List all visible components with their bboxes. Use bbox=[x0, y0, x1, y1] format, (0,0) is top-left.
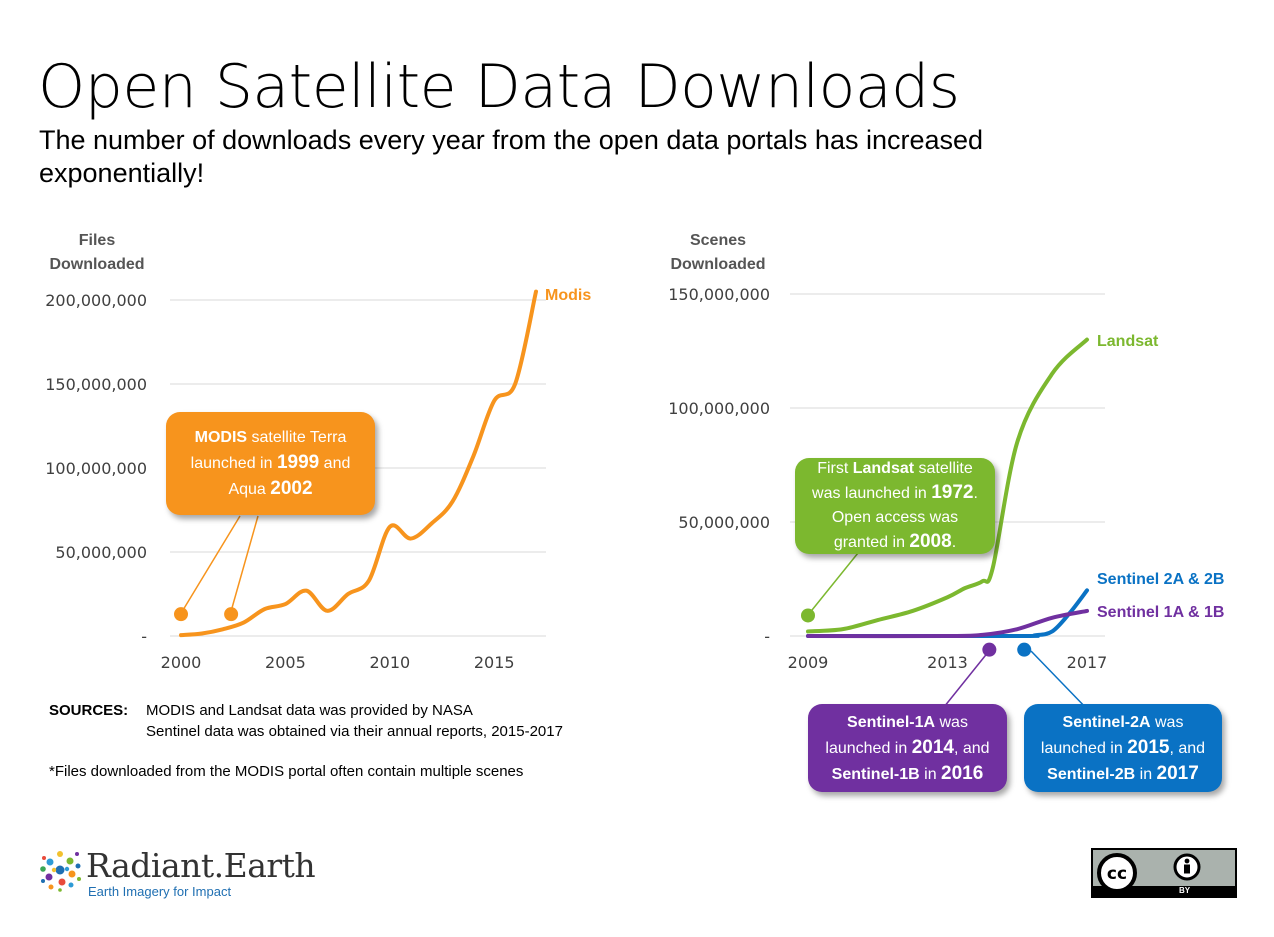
callout-sentinel2b-name: Sentinel-2B bbox=[1047, 765, 1136, 783]
callout-marker bbox=[801, 608, 815, 623]
callout-year: 1999 bbox=[276, 452, 320, 473]
callout-text: . bbox=[951, 534, 957, 551]
series-line bbox=[806, 337, 1089, 634]
callout-leader-line bbox=[807, 552, 859, 616]
sources-line: Sentinel data was obtained via their ann… bbox=[146, 723, 563, 740]
callout-text: , and bbox=[1169, 739, 1206, 757]
callout-text: and bbox=[319, 455, 351, 472]
callout-sentinel1a-name: Sentinel-1A bbox=[847, 713, 936, 731]
y-tick-label: 200,000,000 bbox=[45, 291, 147, 310]
callout-text: was launched in bbox=[812, 485, 932, 502]
callout-text: launched in bbox=[825, 739, 912, 757]
page-subtitle: The number of downloads every year from … bbox=[39, 125, 984, 188]
y-axis-label: Downloaded bbox=[670, 256, 765, 273]
y-tick-label: 50,000,000 bbox=[678, 513, 770, 532]
callout-year: 2016 bbox=[941, 762, 984, 784]
callout-year: 2008 bbox=[909, 531, 952, 552]
y-tick-label: - bbox=[141, 627, 147, 646]
callout-modis-name: MODIS bbox=[194, 429, 248, 446]
series-label: Sentinel 2A & 2B bbox=[1097, 571, 1224, 588]
sources-line: MODIS and Landsat data was provided by N… bbox=[146, 702, 473, 719]
callout-text: was bbox=[1150, 713, 1184, 731]
callout-year: 2002 bbox=[270, 478, 313, 499]
radiant-earth-logo: Radiant.Earth Earth Imagery for Impact bbox=[38, 846, 316, 906]
callout-text: launched in bbox=[1040, 739, 1128, 757]
callout-text: was bbox=[935, 713, 968, 731]
callout-leader-line bbox=[939, 650, 990, 713]
callout-marker bbox=[982, 642, 997, 657]
radiant-earth-dots-logo-icon bbox=[40, 851, 81, 892]
footnote: *Files downloaded from the MODIS portal … bbox=[49, 763, 524, 780]
y-tick-label: - bbox=[764, 627, 770, 646]
y-tick-label: 50,000,000 bbox=[55, 543, 147, 562]
x-tick-label: 2015 bbox=[474, 653, 515, 672]
callout-year: 1972 bbox=[931, 482, 974, 503]
sources-label: SOURCES: bbox=[49, 702, 129, 719]
callout-text: First bbox=[817, 460, 853, 477]
callout-year: 2017 bbox=[1156, 762, 1199, 784]
callout-text: Open access was bbox=[831, 509, 959, 526]
callout-text: satellite Terra bbox=[247, 429, 347, 446]
callout-year: 2014 bbox=[911, 736, 954, 758]
logo-name: Radiant.Earth bbox=[86, 846, 316, 885]
svg-text:cc: cc bbox=[1107, 864, 1127, 884]
callout-leader-line bbox=[179, 515, 241, 616]
x-tick-label: 2005 bbox=[265, 653, 306, 672]
y-tick-label: 100,000,000 bbox=[668, 399, 770, 418]
page-title: Open Satellite Data Downloads bbox=[38, 52, 960, 122]
callout-text: satellite bbox=[914, 460, 973, 477]
series-label: Sentinel 1A & 1B bbox=[1097, 604, 1224, 621]
callout-text: in bbox=[1135, 765, 1157, 783]
callout-marker bbox=[174, 607, 188, 622]
y-axis-label: Files bbox=[79, 232, 116, 249]
sentinel2-callout: Sentinel-2A was launched in 2015, and Se… bbox=[1024, 704, 1222, 792]
series-label: Landsat bbox=[1097, 333, 1159, 350]
callout-text: in bbox=[919, 765, 942, 783]
cc-by-text: BY bbox=[1179, 886, 1191, 895]
callout-landsat-name: Landsat bbox=[852, 460, 915, 477]
series-line bbox=[806, 608, 1089, 639]
logo-tagline: Earth Imagery for Impact bbox=[88, 884, 232, 899]
cc-by-badge-icon: cc BY bbox=[1091, 848, 1237, 898]
x-tick-label: 2010 bbox=[369, 653, 410, 672]
callout-text: Aqua bbox=[228, 481, 271, 498]
callout-leader-line bbox=[229, 515, 259, 616]
callout-text: launched in bbox=[190, 455, 277, 472]
y-axis-label: Scenes bbox=[690, 232, 746, 249]
y-tick-label: 150,000,000 bbox=[45, 375, 147, 394]
callout-text: granted in bbox=[833, 534, 910, 551]
x-tick-label: 2013 bbox=[927, 653, 968, 672]
callout-leader-line bbox=[1030, 650, 1091, 713]
callout-marker bbox=[224, 607, 239, 622]
x-tick-label: 2009 bbox=[788, 653, 829, 672]
x-tick-label: 2017 bbox=[1067, 653, 1108, 672]
callout-year: 2015 bbox=[1127, 736, 1170, 758]
modis-callout: MODIS satellite Terra launched in 1999 a… bbox=[166, 412, 375, 515]
x-tick-label: 2000 bbox=[161, 653, 202, 672]
y-axis-label: Downloaded bbox=[49, 256, 144, 273]
callout-marker bbox=[1017, 642, 1032, 657]
callout-text: , and bbox=[953, 739, 990, 757]
series-line bbox=[179, 289, 538, 638]
sentinel1-callout: Sentinel-1A was launched in 2014, and Se… bbox=[808, 704, 1007, 792]
callout-text: . bbox=[973, 485, 978, 502]
series-label: Modis bbox=[545, 287, 591, 304]
callout-sentinel2a-name: Sentinel-2A bbox=[1062, 713, 1151, 731]
y-tick-label: 100,000,000 bbox=[45, 459, 147, 478]
callout-sentinel1b-name: Sentinel-1B bbox=[831, 765, 920, 783]
y-tick-label: 150,000,000 bbox=[668, 285, 770, 304]
landsat-callout: First Landsat satellite was launched in … bbox=[795, 458, 995, 554]
